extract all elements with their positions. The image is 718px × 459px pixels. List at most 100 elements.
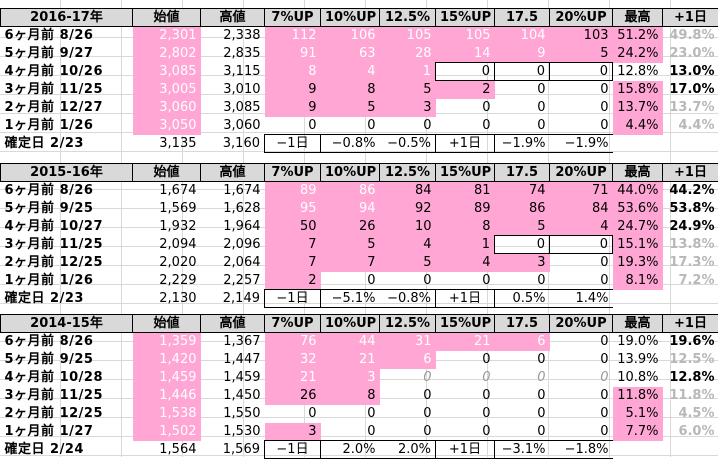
cell-17-5[interactable]: 0 bbox=[495, 272, 550, 290]
cell-max[interactable]: 13.9% bbox=[613, 351, 663, 369]
cell-high[interactable]: 2,338 bbox=[201, 27, 265, 45]
cell-7up[interactable]: 112 bbox=[265, 27, 321, 45]
cell-7up[interactable]: 8 bbox=[265, 63, 321, 81]
cell-plus1day[interactable]: 12.5% bbox=[663, 351, 718, 369]
cell-high[interactable]: 2,096 bbox=[201, 236, 265, 254]
cell-plus1day[interactable]: 19.6% bbox=[663, 333, 718, 351]
cell-17-5[interactable]: 0 bbox=[495, 63, 550, 81]
cell-20up[interactable]: 103 bbox=[550, 27, 613, 45]
cell-15up[interactable]: 2 bbox=[436, 81, 495, 99]
cell-open[interactable]: 2,229 bbox=[133, 272, 201, 290]
cell-20up[interactable]: 0 bbox=[550, 387, 613, 405]
cell-12-5[interactable]: 31 bbox=[380, 333, 436, 351]
cell-10up[interactable]: 94 bbox=[321, 200, 380, 218]
cell-plus1day[interactable] bbox=[663, 290, 718, 308]
cell-7up[interactable]: −1日 bbox=[265, 290, 321, 308]
cell-open[interactable]: 1,538 bbox=[133, 405, 201, 423]
cell-20up[interactable]: 0 bbox=[550, 117, 613, 135]
cell-high[interactable]: 1,450 bbox=[201, 387, 265, 405]
cell-12-5[interactable]: 0 bbox=[380, 117, 436, 135]
cell-17-5[interactable]: 0 bbox=[495, 117, 550, 135]
cell-15up[interactable]: 0 bbox=[436, 63, 495, 81]
cell-open[interactable]: 1,359 bbox=[133, 333, 201, 351]
cell-15up[interactable]: 81 bbox=[436, 182, 495, 200]
cell-20up[interactable]: 1.4% bbox=[550, 290, 613, 308]
cell-15up[interactable]: 0 bbox=[436, 405, 495, 423]
cell-20up[interactable]: 0 bbox=[550, 333, 613, 351]
cell-7up[interactable]: 76 bbox=[265, 333, 321, 351]
cell-17-5[interactable]: 5 bbox=[495, 218, 550, 236]
cell-open[interactable]: 1,459 bbox=[133, 369, 201, 387]
cell-open[interactable]: 1,446 bbox=[133, 387, 201, 405]
cell-high[interactable]: 1,367 bbox=[201, 333, 265, 351]
cell-10up[interactable]: 0 bbox=[321, 423, 380, 441]
cell-12-5[interactable]: 84 bbox=[380, 182, 436, 200]
cell-10up[interactable]: 5 bbox=[321, 99, 380, 117]
cell-max[interactable] bbox=[613, 441, 663, 459]
cell-10up[interactable]: 8 bbox=[321, 387, 380, 405]
cell-plus1day[interactable]: 6.0% bbox=[663, 423, 718, 441]
cell-20up[interactable]: −1.8% bbox=[550, 441, 613, 459]
cell-max[interactable]: 5.1% bbox=[613, 405, 663, 423]
cell-plus1day[interactable]: 13.0% bbox=[663, 63, 718, 81]
cell-20up[interactable]: −1.9% bbox=[550, 135, 613, 153]
cell-high[interactable]: 1,550 bbox=[201, 405, 265, 423]
cell-max[interactable]: 53.6% bbox=[613, 200, 663, 218]
cell-7up[interactable]: 89 bbox=[265, 182, 321, 200]
cell-plus1day[interactable]: 4.5% bbox=[663, 405, 718, 423]
cell-max[interactable]: 13.7% bbox=[613, 99, 663, 117]
cell-max[interactable]: 19.0% bbox=[613, 333, 663, 351]
cell-open[interactable]: 3,005 bbox=[133, 81, 201, 99]
cell-7up[interactable]: 7 bbox=[265, 254, 321, 272]
cell-max[interactable]: 15.1% bbox=[613, 236, 663, 254]
cell-10up[interactable]: 106 bbox=[321, 27, 380, 45]
cell-12-5[interactable]: 4 bbox=[380, 236, 436, 254]
cell-7up[interactable]: 9 bbox=[265, 99, 321, 117]
cell-10up[interactable]: 4 bbox=[321, 63, 380, 81]
cell-12-5[interactable]: −0.8% bbox=[380, 290, 436, 308]
cell-open[interactable]: 2,802 bbox=[133, 45, 201, 63]
cell-17-5[interactable]: −1.9% bbox=[495, 135, 550, 153]
cell-plus1day[interactable] bbox=[663, 135, 718, 153]
cell-max[interactable]: 24.7% bbox=[613, 218, 663, 236]
cell-15up[interactable]: 0 bbox=[436, 369, 495, 387]
cell-17-5[interactable]: 0 bbox=[495, 369, 550, 387]
cell-7up[interactable]: 2 bbox=[265, 272, 321, 290]
cell-open[interactable]: 3,060 bbox=[133, 99, 201, 117]
cell-high[interactable]: 2,149 bbox=[201, 290, 265, 308]
cell-20up[interactable]: 0 bbox=[550, 405, 613, 423]
cell-max[interactable]: 24.2% bbox=[613, 45, 663, 63]
cell-10up[interactable]: 0 bbox=[321, 405, 380, 423]
cell-open[interactable]: 3,050 bbox=[133, 117, 201, 135]
cell-plus1day[interactable] bbox=[663, 441, 718, 459]
cell-7up[interactable]: 21 bbox=[265, 369, 321, 387]
cell-12-5[interactable]: 0 bbox=[380, 272, 436, 290]
cell-plus1day[interactable]: 17.3% bbox=[663, 254, 718, 272]
cell-17-5[interactable]: 9 bbox=[495, 45, 550, 63]
cell-7up[interactable]: 7 bbox=[265, 236, 321, 254]
cell-high[interactable]: 1,674 bbox=[201, 182, 265, 200]
cell-open[interactable]: 2,130 bbox=[133, 290, 201, 308]
cell-20up[interactable]: 0 bbox=[550, 236, 613, 254]
cell-7up[interactable]: 95 bbox=[265, 200, 321, 218]
cell-20up[interactable]: 0 bbox=[550, 272, 613, 290]
cell-open[interactable]: 2,094 bbox=[133, 236, 201, 254]
cell-open[interactable]: 2,020 bbox=[133, 254, 201, 272]
cell-15up[interactable]: 0 bbox=[436, 423, 495, 441]
cell-max[interactable] bbox=[613, 290, 663, 308]
cell-15up[interactable]: 0 bbox=[436, 387, 495, 405]
cell-15up[interactable]: +1日 bbox=[436, 135, 495, 153]
cell-max[interactable] bbox=[613, 135, 663, 153]
cell-12-5[interactable]: 1 bbox=[380, 63, 436, 81]
cell-10up[interactable]: 7 bbox=[321, 254, 380, 272]
cell-15up[interactable]: 8 bbox=[436, 218, 495, 236]
cell-plus1day[interactable]: 49.8% bbox=[663, 27, 718, 45]
cell-plus1day[interactable]: 4.4% bbox=[663, 117, 718, 135]
cell-plus1day[interactable]: 12.8% bbox=[663, 369, 718, 387]
cell-open[interactable]: 1,932 bbox=[133, 218, 201, 236]
cell-high[interactable]: 1,964 bbox=[201, 218, 265, 236]
cell-15up[interactable]: 1 bbox=[436, 236, 495, 254]
cell-15up[interactable]: 89 bbox=[436, 200, 495, 218]
cell-12-5[interactable]: 0 bbox=[380, 423, 436, 441]
cell-max[interactable]: 11.8% bbox=[613, 387, 663, 405]
